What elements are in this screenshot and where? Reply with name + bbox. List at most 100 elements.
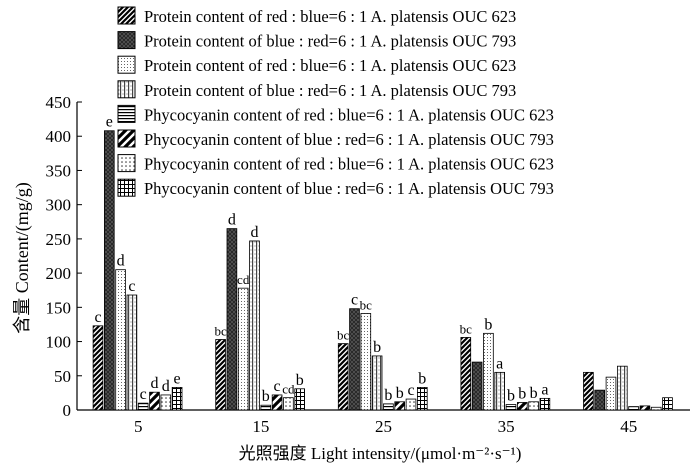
x-tick-label: 35 [498, 417, 515, 436]
bar-significance-label: bc [360, 297, 373, 312]
bar-significance-label: e [174, 370, 181, 387]
bar [528, 401, 539, 411]
x-tick-label: 45 [620, 417, 637, 436]
bar [494, 371, 505, 411]
bar-significance-label: d [162, 378, 170, 395]
bar [662, 397, 673, 411]
bar-significance-label: b [418, 370, 426, 387]
bar [126, 294, 138, 411]
x-tick-label: 15 [252, 417, 269, 436]
bar [215, 339, 226, 411]
bar-significance-label: c [274, 378, 281, 395]
x-axis-label: 光照强度 Light intensity/(μmol·m⁻²·s⁻¹) [239, 444, 522, 463]
bar [583, 371, 594, 411]
bar-significance-label: bc [460, 321, 473, 336]
y-tick-label: 400 [46, 127, 72, 146]
bar-significance-label: bc [214, 324, 227, 339]
legend-swatch [117, 31, 136, 50]
bar [539, 397, 551, 411]
y-tick-label: 450 [46, 93, 72, 112]
bar-significance-label: b [262, 388, 270, 405]
bar-significance-label: e [106, 114, 113, 131]
bar-significance-label: b [518, 385, 526, 402]
bar [360, 313, 372, 411]
bar [160, 394, 172, 411]
bar-significance-label: c [407, 382, 414, 399]
bar [639, 405, 651, 411]
bar [149, 391, 160, 411]
legend-entry: Protein content of blue : red=6 : 1 A. p… [144, 81, 516, 100]
bar-significance-label: b [384, 387, 392, 404]
legend-entry: Phycocyanin content of blue : red=6 : 1 … [144, 130, 554, 149]
bar-significance-label: c [94, 309, 101, 326]
bar [617, 365, 628, 411]
y-tick-label: 300 [46, 196, 72, 215]
bar-significance-label: d [251, 224, 259, 241]
bar-significance-label: cd [237, 272, 250, 287]
y-tick-label: 350 [46, 161, 72, 180]
legend-entry: Protein content of red : blue=6 : 1 A. p… [144, 56, 516, 75]
bar [605, 376, 617, 411]
bar-significance-label: b [484, 316, 492, 333]
bar [237, 287, 249, 411]
legend-swatch [117, 129, 136, 148]
y-tick-label: 200 [46, 264, 72, 283]
legend-swatch [117, 80, 136, 99]
bar-significance-label: c [140, 386, 147, 403]
y-tick-label: 50 [54, 367, 71, 386]
bar [294, 388, 305, 411]
bar [271, 394, 283, 411]
x-tick-label: 25 [375, 417, 392, 436]
legend-entry: Phycocyanin content of blue : red=6 : 1 … [144, 179, 554, 198]
bar [371, 355, 383, 411]
bar [416, 387, 428, 411]
bar [505, 404, 517, 411]
legend-entry: Phycocyanin content of red : blue=6 : 1 … [144, 105, 554, 124]
y-tick-label: 150 [46, 298, 72, 317]
bar [137, 402, 149, 411]
bar [594, 389, 605, 411]
bar [337, 343, 349, 411]
bar [383, 403, 394, 411]
legend-swatch [117, 154, 136, 173]
bar [92, 325, 104, 411]
bar [104, 130, 115, 411]
bar [394, 401, 405, 411]
bar-significance-label: b [530, 385, 538, 402]
bar [249, 240, 260, 411]
bar-significance-label: bc [337, 328, 350, 343]
bar-significance-label: d [117, 253, 125, 270]
legend-entry: Phycocyanin content of red : blue=6 : 1 … [144, 155, 554, 174]
bar [405, 398, 417, 411]
y-tick-label: 0 [63, 401, 72, 420]
axes: 0 50 100 150 200 250 300 350 400 450 5 15 25 35 45 [46, 93, 690, 436]
bar [471, 361, 483, 411]
x-tick-label: 5 [134, 417, 143, 436]
bar-significance-label: d [151, 375, 159, 392]
y-tick-label: 250 [46, 230, 72, 249]
bar [650, 406, 662, 411]
bar [171, 387, 183, 411]
bar [483, 332, 494, 411]
bar [349, 308, 360, 411]
legend-swatch [117, 6, 136, 25]
bar-significance-label: b [396, 385, 404, 402]
bar-significance-label: cd [282, 382, 295, 397]
bar [517, 402, 528, 411]
bar-significance-label: c [351, 292, 358, 309]
legend-entry: Protein content of red : blue=6 : 1 A. p… [144, 7, 516, 26]
bar [226, 228, 238, 411]
legend: Protein content of red : blue=6 : 1 A. p… [117, 6, 554, 198]
legend-swatch [117, 55, 136, 74]
bar-significance-label: d [228, 212, 236, 229]
bar [260, 404, 272, 411]
y-axis-label: 含量 Content/(mg/g) [12, 182, 33, 334]
bars [92, 130, 673, 411]
legend-swatch [117, 104, 136, 123]
bar [283, 397, 294, 411]
y-tick-label: 100 [46, 333, 72, 352]
legend-swatch [117, 178, 136, 197]
